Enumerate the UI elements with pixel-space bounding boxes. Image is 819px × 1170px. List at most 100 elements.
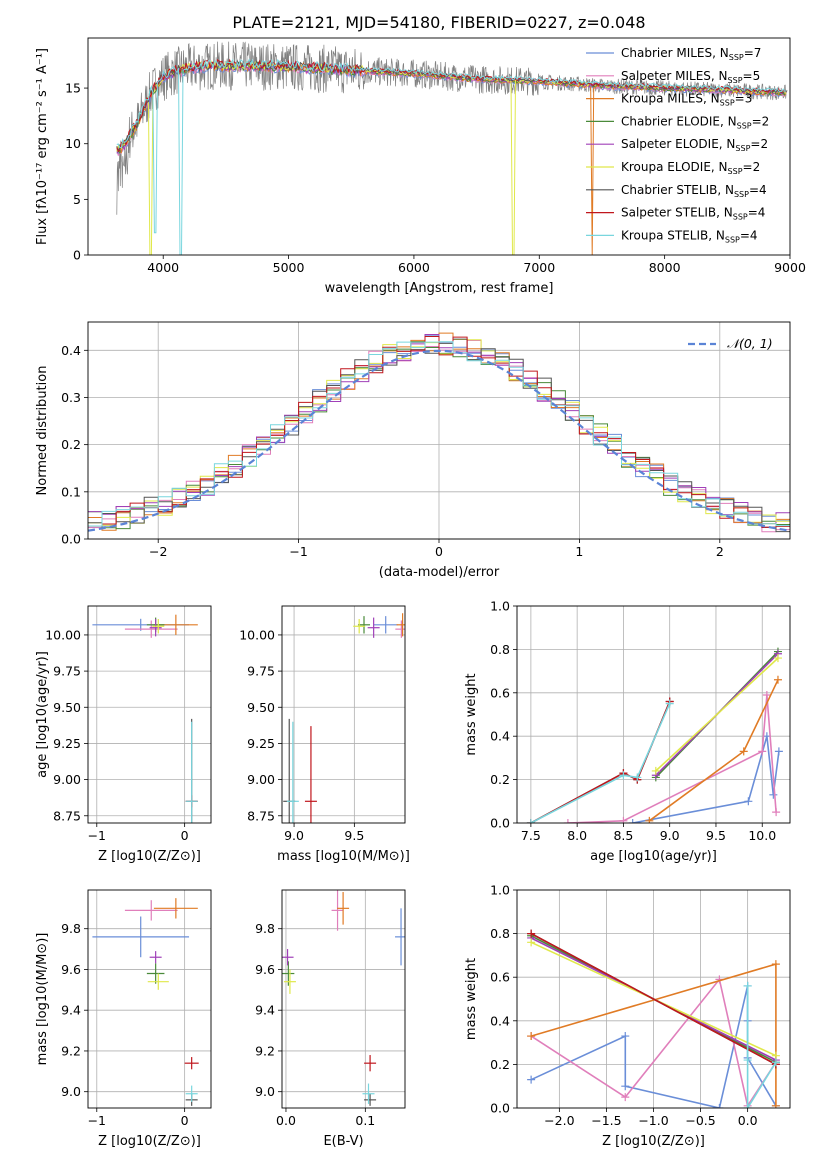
- axes-frame: [87, 37, 791, 256]
- data-point-marker: [771, 960, 780, 969]
- y-axis-label: Flux [fλ10⁻¹⁷ erg cm⁻² s⁻¹ A⁻¹]: [35, 48, 50, 245]
- y-tick-label: 10.00: [45, 627, 81, 642]
- y-tick-label: 0.3: [61, 390, 81, 405]
- y-tick-label: 10.00: [239, 627, 275, 642]
- y-tick-label: 0.4: [61, 343, 81, 358]
- x-tick-label: −2: [149, 544, 167, 559]
- x-axis-label: (data-model)/error: [379, 565, 500, 580]
- data-point-marker: [743, 1056, 752, 1065]
- data-point-marker: [527, 1075, 536, 1084]
- panel-mass-weight-vs-age: 7.5 8.0 8.5 9.0 9.5 10.0 0.0 0.2 0.4 0.6 0.8 1.0 age…: [464, 599, 791, 864]
- y-tick-label: 0.2: [61, 437, 81, 452]
- x-tick-label: 9000: [774, 260, 806, 275]
- x-tick-label: 10.0: [748, 828, 776, 843]
- data-point-marker: [743, 981, 752, 990]
- y-tick-label: 9.6: [255, 962, 275, 977]
- y-axis-label: age [log10(age/yr)]: [35, 651, 50, 778]
- data-point-marker: [744, 797, 753, 806]
- data-point-marker: [665, 699, 674, 708]
- y-tick-label: 9.50: [53, 700, 81, 715]
- y-tick-label: 9.00: [247, 772, 275, 787]
- axes-frame: [281, 605, 406, 824]
- data-point-marker: [739, 747, 748, 756]
- x-tick-label: 9.5: [706, 828, 726, 843]
- panel-mass-vs-ebv: 0.0 0.1 9.0 9.2 9.4 9.6 9.8 E(B-V): [255, 889, 406, 1149]
- data-point-marker: [633, 773, 642, 782]
- y-axis-label: Normed distribution: [35, 366, 50, 496]
- x-tick-label: 8.0: [567, 828, 587, 843]
- normal-curve: [88, 349, 790, 532]
- y-tick-label: 9.0: [255, 1084, 275, 1099]
- y-tick-label: 9.75: [53, 664, 81, 679]
- x-tick-label: 2: [716, 544, 724, 559]
- legend-label: Chabrier ELODIE, NSSP=2: [621, 114, 769, 130]
- legend-label: 𝒩(0, 1): [727, 336, 773, 351]
- x-tick-label: 1: [575, 544, 583, 559]
- x-tick-label: 9.0: [660, 828, 680, 843]
- y-axis-label: mass weight: [464, 673, 479, 755]
- plot-area: [92, 898, 199, 1106]
- x-tick-label: 0.1: [355, 1113, 375, 1128]
- axes-frame: [516, 889, 791, 1109]
- data-point-marker: [773, 675, 782, 684]
- x-tick-label: 0: [181, 1113, 189, 1128]
- x-axis-label: Z [log10(Z/Z⊙)]: [98, 849, 201, 864]
- y-tick-label: 10: [65, 136, 81, 151]
- data-point-marker: [527, 938, 536, 947]
- plot-area: [282, 890, 405, 1106]
- x-tick-label: −1: [88, 1113, 106, 1128]
- plot-area: [92, 614, 198, 823]
- x-axis-label: E(B-V): [323, 1134, 363, 1149]
- y-tick-label: 0.4: [490, 729, 510, 744]
- data-point-marker: [771, 1101, 780, 1108]
- y-tick-label: 9.00: [53, 772, 81, 787]
- legend-label: Kroupa ELODIE, NSSP=2: [621, 160, 760, 176]
- y-tick-label: 9.0: [61, 1084, 81, 1099]
- model-line-kroupa-stelib: [116, 58, 787, 255]
- data-point-marker: [743, 1104, 752, 1108]
- panel-age-vs-Z: −1 0 8.75 9.00 9.25 9.50 9.75 10.00 Z [log10(Z/Z…: [35, 605, 212, 864]
- data-point-marker: [715, 1104, 724, 1108]
- axes-frame: [87, 889, 212, 1109]
- panel-age-vs-mass: 9.0 9.5 8.75 9.00 9.25 9.50 9.75 10.00 mass [log…: [239, 605, 410, 864]
- x-axis-label: mass [log10(M/M⊙)]: [277, 849, 410, 864]
- data-point-marker: [645, 816, 654, 823]
- legend-label: Kroupa STELIB, NSSP=4: [621, 228, 758, 244]
- axes-frame: [516, 605, 791, 824]
- x-tick-label: 0: [181, 828, 189, 843]
- data-point-marker: [772, 808, 781, 817]
- x-tick-label: −1.5: [591, 1113, 621, 1128]
- y-tick-label: 0.0: [490, 816, 510, 831]
- y-tick-label: 1.0: [490, 599, 510, 614]
- legend-label: Salpeter MILES, NSSP=5: [621, 69, 760, 85]
- x-tick-label: 7.5: [521, 828, 541, 843]
- x-tick-label: 6000: [398, 260, 430, 275]
- data-point-marker: [773, 654, 782, 663]
- x-axis-label: Z [log10(Z/Z⊙)]: [98, 1134, 201, 1149]
- plot-area: [283, 613, 405, 823]
- x-tick-label: 8000: [649, 260, 681, 275]
- mass-weight-line-kroupa-stelib: [530, 703, 671, 823]
- y-tick-label: 8.75: [53, 808, 81, 823]
- y-tick-label: 0.0: [490, 1101, 510, 1116]
- legend-label: Chabrier STELIB, NSSP=4: [621, 183, 767, 199]
- data-point-marker: [769, 790, 778, 799]
- y-axis-label: mass [log10(M/M⊙)]: [35, 933, 50, 1066]
- figure-title: PLATE=2121, MJD=54180, FIBERID=0227, z=0…: [232, 13, 645, 32]
- y-tick-label: 9.4: [61, 1003, 81, 1018]
- y-axis-label: mass weight: [464, 958, 479, 1040]
- y-tick-label: 9.2: [61, 1043, 81, 1058]
- x-tick-label: 0.0: [276, 1113, 296, 1128]
- x-axis-label: Z [log10(Z/Z⊙)]: [602, 1134, 705, 1149]
- plot-area: [116, 41, 788, 255]
- data-point-marker: [628, 819, 637, 823]
- data-point-marker: [621, 1082, 630, 1091]
- y-tick-label: 9.25: [53, 736, 81, 751]
- data-point-marker: [527, 929, 536, 938]
- axes-frame: [281, 889, 406, 1109]
- data-point-marker: [527, 1032, 536, 1041]
- data-point-marker: [621, 1032, 630, 1041]
- x-tick-label: 5000: [273, 260, 305, 275]
- y-tick-label: 0.4: [490, 1013, 510, 1028]
- y-tick-label: 5: [73, 192, 81, 207]
